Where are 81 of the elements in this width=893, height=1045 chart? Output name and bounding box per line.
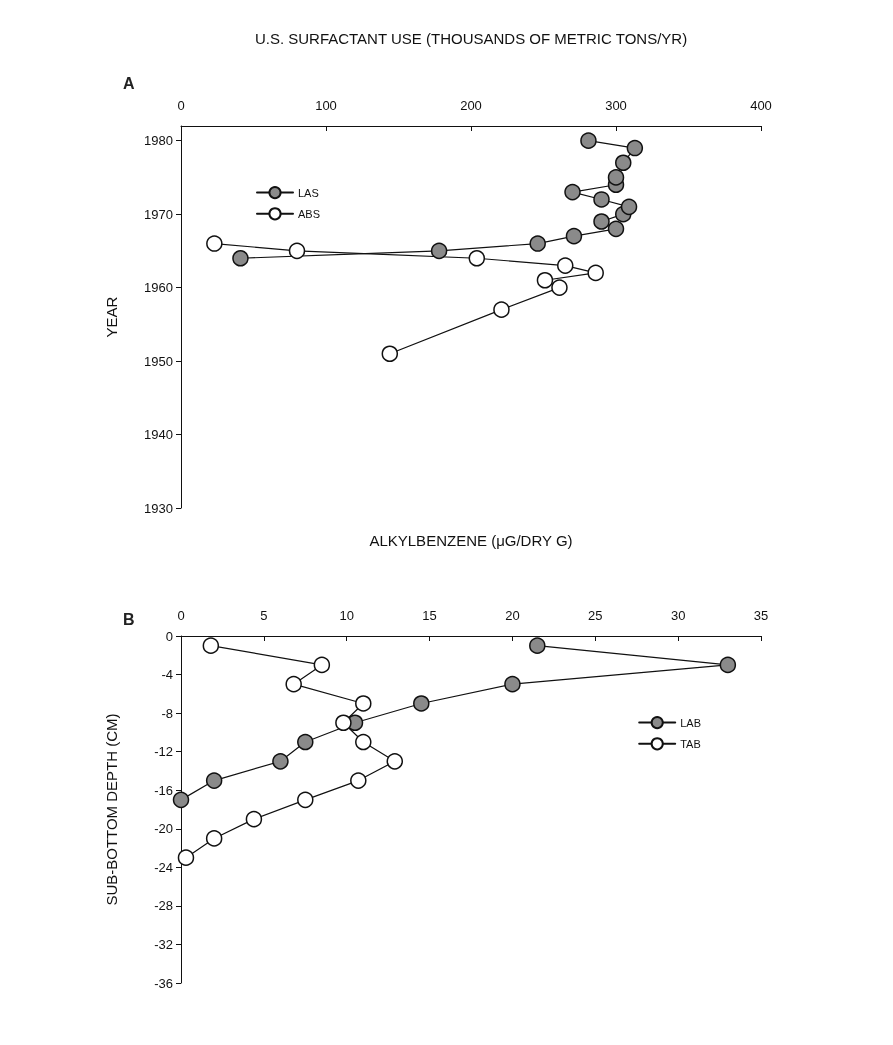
y-axis-title: YEAR	[103, 296, 120, 338]
x-tick-label: 300	[605, 98, 627, 113]
point	[288, 242, 306, 260]
point	[564, 183, 581, 201]
point	[285, 675, 302, 693]
point	[468, 249, 486, 267]
x-axis-title: U.S. SURFACTANT USE (THOUSANDS OF METRIC TONS/YR)	[254, 30, 688, 47]
point	[202, 637, 220, 654]
point	[504, 675, 521, 693]
point	[177, 849, 195, 866]
point	[536, 272, 554, 289]
legend-label: TAB	[680, 737, 701, 750]
point	[350, 772, 367, 789]
y-tick-label: 1930	[144, 500, 173, 516]
x-tick-label: 100	[315, 98, 337, 113]
point	[430, 242, 448, 260]
y-tick-label: -24	[154, 859, 173, 875]
chart-title: A	[123, 74, 135, 92]
point	[557, 257, 574, 274]
y-tick-label: -20	[154, 821, 173, 837]
x-tick-label: 20	[505, 608, 520, 623]
point	[413, 695, 430, 712]
y-tick-label: 1980	[144, 133, 173, 149]
point	[607, 169, 625, 186]
point	[615, 154, 632, 171]
point	[626, 139, 644, 157]
x-tick-label: 25	[588, 608, 603, 623]
point	[607, 220, 625, 238]
y-tick-label: -16	[154, 782, 173, 798]
point	[245, 810, 263, 828]
x-tick-label: 35	[753, 608, 769, 623]
x-tick-label: 15	[422, 608, 437, 623]
point	[355, 733, 372, 751]
legend-label: ABS	[298, 207, 321, 220]
point	[620, 198, 638, 216]
point	[355, 695, 372, 712]
point	[587, 264, 604, 282]
point	[206, 235, 223, 252]
point	[593, 213, 610, 230]
point	[593, 191, 610, 208]
legend-label: LAB	[680, 716, 702, 729]
legend-label: LAS	[298, 186, 319, 199]
point	[313, 656, 331, 674]
point	[529, 235, 546, 252]
point	[172, 791, 190, 809]
point	[297, 733, 314, 751]
point	[272, 753, 289, 770]
y-tick-label: 1970	[144, 206, 173, 222]
x-tick-label: 10	[339, 608, 354, 623]
x-axis-title: ALKYLBENZENE (μG/DRY G)	[369, 532, 573, 549]
y-tick-label: -8	[161, 705, 173, 721]
point	[529, 637, 546, 654]
y-tick-label: -36	[154, 975, 173, 991]
y-tick-label: -28	[154, 898, 173, 914]
point	[493, 301, 510, 318]
x-tick-label: 400	[750, 98, 772, 113]
point	[381, 345, 399, 362]
chart-title: B	[123, 610, 135, 628]
point	[719, 656, 737, 674]
point	[551, 279, 568, 296]
point	[335, 714, 352, 731]
x-tick-label: 5	[260, 608, 268, 623]
y-tick-label: 1950	[144, 353, 173, 369]
point	[297, 791, 314, 809]
point	[565, 227, 583, 245]
y-tick-label: 1940	[144, 427, 173, 443]
x-tick-label: 0	[177, 608, 185, 623]
y-tick-label: 0	[165, 628, 173, 644]
point	[205, 830, 223, 847]
y-tick-label: 1960	[144, 280, 173, 296]
y-tick-label: -12	[154, 744, 173, 760]
y-axis-title: SUB-BOTTOM DEPTH (CM)	[103, 713, 120, 906]
point	[232, 249, 249, 267]
point	[205, 772, 223, 789]
point	[580, 132, 597, 149]
y-tick-label: -4	[161, 667, 173, 683]
y-tick-label: -32	[154, 936, 173, 952]
x-tick-label: 30	[670, 608, 686, 623]
x-tick-label: 0	[177, 98, 185, 113]
x-tick-label: 200	[460, 98, 482, 113]
point	[386, 753, 404, 770]
